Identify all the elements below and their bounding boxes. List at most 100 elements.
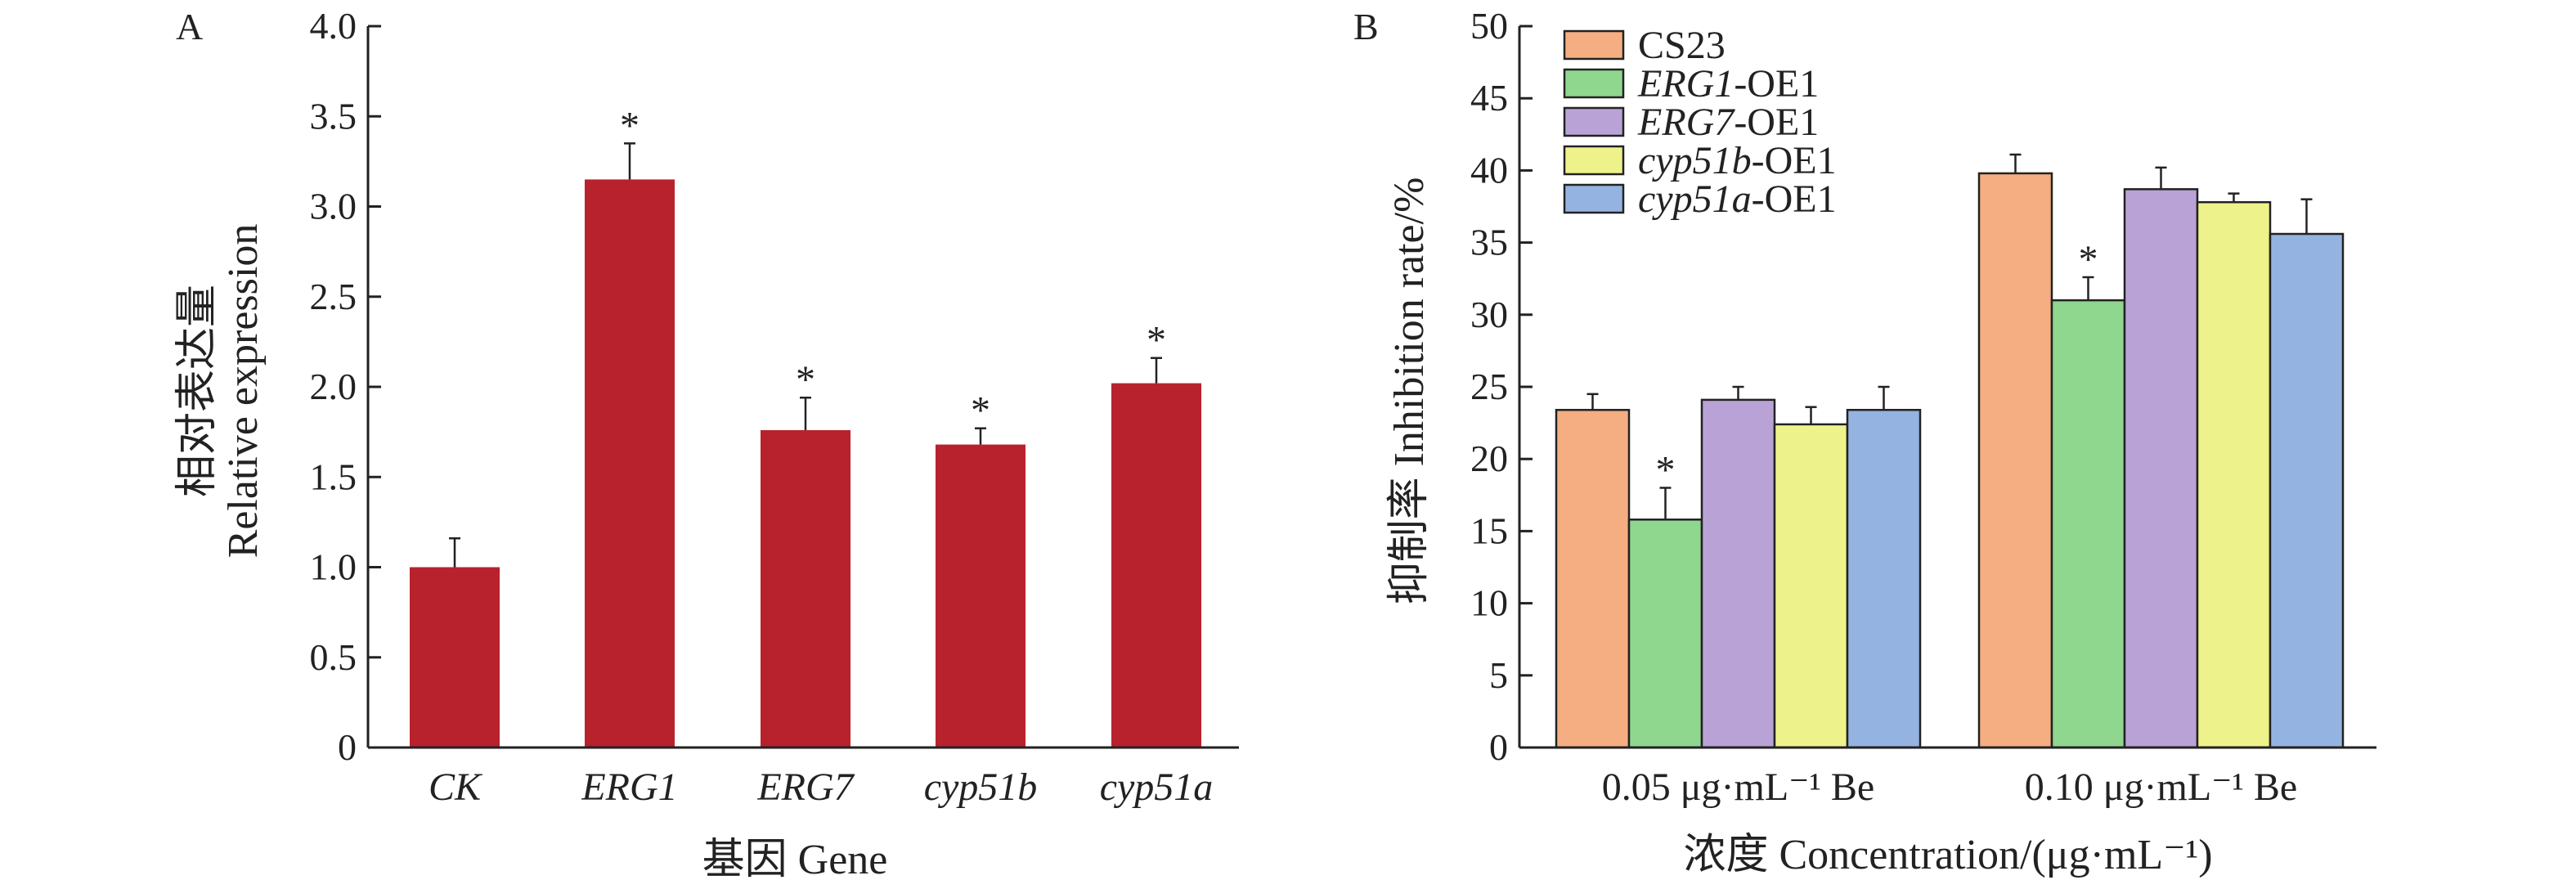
panel-b-significance-marker: * xyxy=(2079,238,2098,281)
legend-label-rest: -OE1 xyxy=(1734,62,1819,106)
panel-a-label: A xyxy=(176,6,203,47)
legend-swatch xyxy=(1563,145,1625,176)
panel-a-x-tick-label: ERG7 xyxy=(756,766,855,809)
panel-b-bar xyxy=(2196,200,2272,749)
legend-label-rest: -OE1 xyxy=(1734,101,1819,144)
panel-b-bar xyxy=(1846,408,1922,749)
panel-b-y-tick-label: 0 xyxy=(1489,726,1508,768)
panel-b-significance-marker: * xyxy=(1656,448,1676,492)
panel-b-y-tick-label: 5 xyxy=(1489,654,1508,696)
panel-b-x-tick-label: 0.10 μg·mL⁻¹ Be xyxy=(2025,766,2297,809)
panel-a: A 0 0.5 1.0 1.5 2.0 2.5 3.0 3.5 4.0 * * * * CK ERG1 E… xyxy=(174,5,1239,883)
panel-a-error-bar xyxy=(975,427,986,445)
panel-b-y-tick-label: 30 xyxy=(1470,294,1508,335)
panel-a-y-tick-label: 4.0 xyxy=(310,5,357,47)
panel-a-x-tick-label: cyp51a xyxy=(1100,766,1214,809)
panel-b-error-bar xyxy=(1732,385,1744,400)
panel-a-y-tick-label: 3.5 xyxy=(310,95,357,137)
panel-b-x-tick-label: 0.05 μg·mL⁻¹ Be xyxy=(1602,766,1874,809)
panel-a-y-tick-label: 2.0 xyxy=(310,366,357,407)
legend-label-italic: cyp51a xyxy=(1638,177,1752,221)
panel-b-y-tick-label: 40 xyxy=(1470,149,1508,191)
panel-b-error-bar xyxy=(1659,487,1672,520)
panel-b-bar xyxy=(2269,232,2345,749)
panel-b-bar xyxy=(2123,188,2199,749)
panel-b-y-ticks: 0 5 10 15 20 25 30 35 40 45 50 xyxy=(1470,5,1533,768)
panel-b-label: B xyxy=(1353,6,1379,47)
panel-a-error-bar xyxy=(624,142,635,180)
panel-a-y-label-en: Relative expression xyxy=(220,224,267,559)
panel-a-bar-cyp51a xyxy=(1111,383,1201,748)
panel-b-bar xyxy=(1555,408,1631,749)
panel-b-error-bar xyxy=(2009,153,2022,173)
panel-a-y-tick-label: 1.0 xyxy=(310,546,357,588)
panel-b-y-tick-label: 35 xyxy=(1470,222,1508,263)
panel-b-error-bar xyxy=(2300,198,2313,235)
panel-a-significance-marker: * xyxy=(796,358,815,402)
panel-b-x-tick-labels: 0.05 μg·mL⁻¹ Be 0.10 μg·mL⁻¹ Be xyxy=(1602,766,2297,809)
panel-a-y-tick-label: 0.5 xyxy=(310,636,357,678)
panel-a-y-tick-label: 0 xyxy=(338,726,357,768)
panel-b-error-bar xyxy=(1805,406,1817,424)
panel-a-y-label-cn: 相对表达量 xyxy=(174,285,221,497)
panel-b-bar xyxy=(1700,398,1776,749)
legend-swatch xyxy=(1563,68,1625,99)
panel-b-error-bar xyxy=(2155,166,2167,190)
legend-label-italic: ERG7 xyxy=(1637,101,1735,144)
panel-a-y-ticks: 0 0.5 1.0 1.5 2.0 2.5 3.0 3.5 4.0 xyxy=(310,5,381,768)
panel-b-y-tick-label: 10 xyxy=(1470,582,1508,624)
panel-a-x-tick-label: cyp51b xyxy=(924,766,1038,809)
legend-label-italic: cyp51b xyxy=(1638,139,1752,182)
legend-item: ERG7-OE1 xyxy=(1563,101,1819,144)
panel-a-significance-marker: * xyxy=(620,104,640,147)
panel-b-bars: ** xyxy=(1555,153,2345,749)
panel-b-bar xyxy=(1977,172,2053,749)
legend-label-rest: -OE1 xyxy=(1752,139,1837,182)
panel-a-bar-cyp51b xyxy=(936,444,1025,748)
legend-label: ERG1-OE1 xyxy=(1637,62,1819,106)
legend-label: cyp51b-OE1 xyxy=(1638,139,1837,182)
panel-a-significance-marker: * xyxy=(971,389,990,433)
panel-a-x-tick-labels: CK ERG1 ERG7 cyp51b cyp51a xyxy=(429,766,1213,809)
panel-b-error-bar xyxy=(1878,385,1890,411)
panel-b-y-tick-label: 50 xyxy=(1470,5,1508,47)
panel-b-error-bar xyxy=(2082,276,2094,301)
panel-a-x-tick-label: ERG1 xyxy=(581,766,677,809)
panel-b-bar xyxy=(2050,299,2126,749)
legend-label: cyp51a-OE1 xyxy=(1638,177,1837,221)
panel-b-x-label: 浓度 Concentration/(μg·mL⁻¹) xyxy=(1683,832,2212,878)
panel-a-significance-marker: * xyxy=(1147,319,1166,362)
panel-b-y-tick-label: 45 xyxy=(1470,77,1508,119)
legend-item: CS23 xyxy=(1563,24,1726,67)
legend-label-italic: ERG1 xyxy=(1637,62,1734,106)
panel-a-error-bar xyxy=(1151,357,1162,384)
panel-a-y-tick-label: 2.5 xyxy=(310,276,357,317)
panel-a-error-bar xyxy=(449,537,460,568)
legend-label: CS23 xyxy=(1638,24,1726,67)
panel-a-y-tick-label: 3.0 xyxy=(310,186,357,227)
legend-swatch xyxy=(1563,106,1625,137)
panel-a-x-tick-label: CK xyxy=(429,766,483,809)
panel-b-error-bar xyxy=(1586,393,1599,411)
legend-label: ERG7-OE1 xyxy=(1637,101,1819,144)
panel-a-y-tick-label: 1.5 xyxy=(310,456,357,497)
panel-a-error-bar xyxy=(800,396,811,430)
panel-b-bar xyxy=(1773,423,1849,749)
panel-a-bars: * * * * xyxy=(410,104,1201,748)
panel-b-bar xyxy=(1627,519,1703,749)
legend-swatch xyxy=(1563,29,1625,61)
legend-item: cyp51a-OE1 xyxy=(1563,177,1837,221)
legend-item: cyp51b-OE1 xyxy=(1563,139,1837,182)
legend-label-rest: CS23 xyxy=(1638,24,1726,67)
panel-b-y-tick-label: 20 xyxy=(1470,438,1508,479)
panel-a-bar-ERG7 xyxy=(761,429,850,748)
panel-a-x-label: 基因 Gene xyxy=(702,837,888,883)
legend-label-rest: -OE1 xyxy=(1752,177,1837,221)
panel-b-y-tick-label: 25 xyxy=(1470,366,1508,407)
legend-swatch xyxy=(1563,183,1625,214)
panel-a-bar-ERG1 xyxy=(585,179,675,748)
panel-b-error-bar xyxy=(2228,192,2240,203)
